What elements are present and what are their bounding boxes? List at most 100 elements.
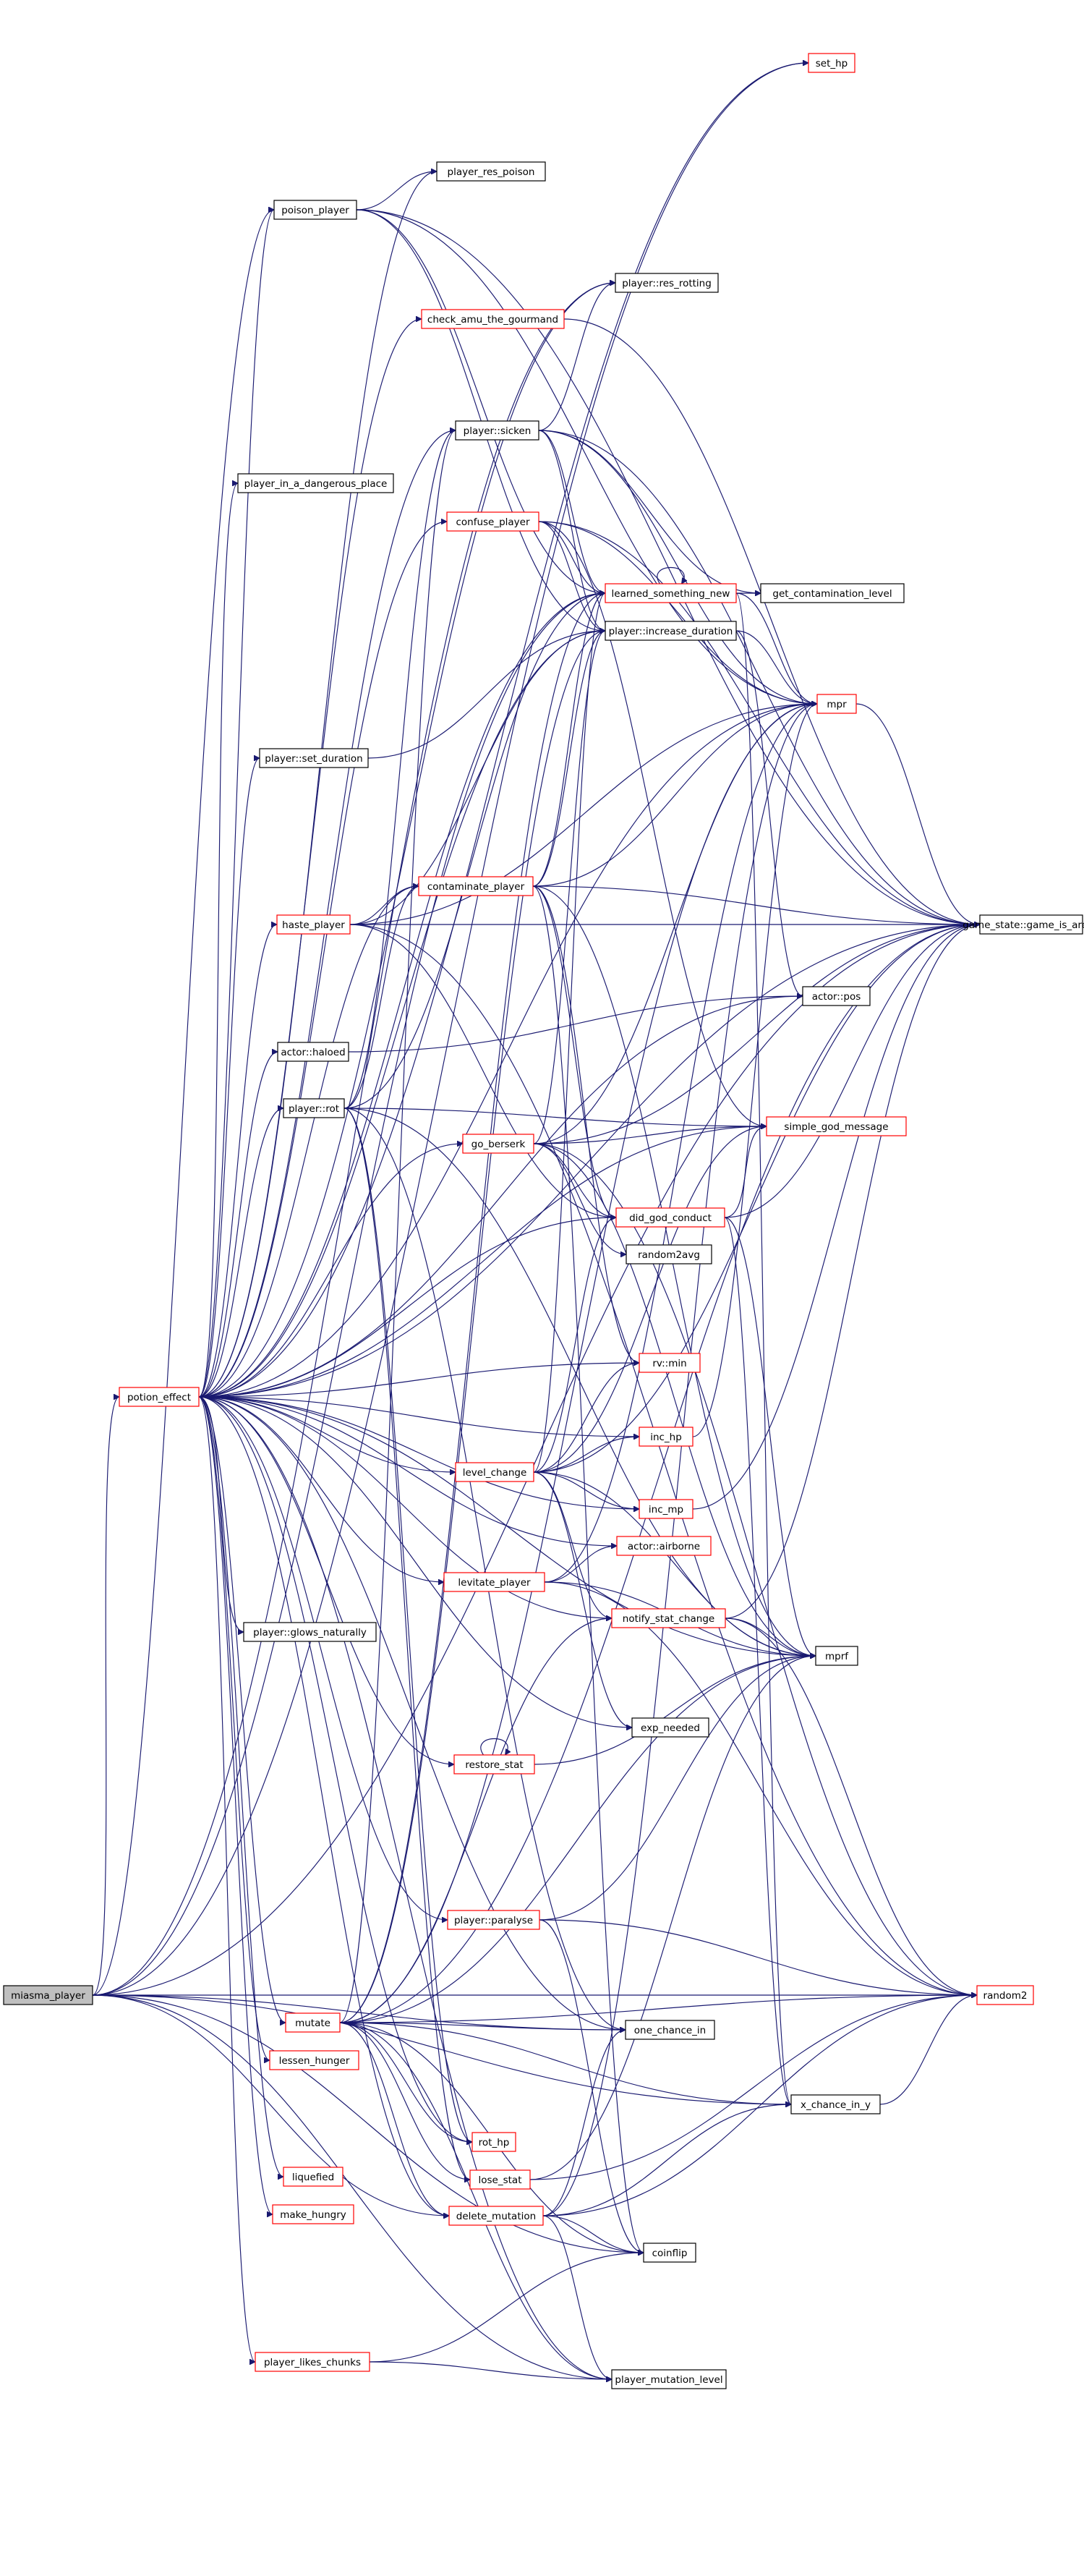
edge-contaminate-to-increase_duration [532, 631, 606, 887]
node-check-amu[interactable]: check_amu_the_gourmand [421, 309, 565, 329]
node-likes-chunks[interactable]: player_likes_chunks [255, 2352, 370, 2372]
node-res-rotting[interactable]: player::res_rotting [615, 273, 719, 293]
node-label: delete_mutation [456, 2211, 536, 2222]
node-label: player_in_a_dangerous_place [244, 478, 388, 490]
node-label: exp_needed [641, 1722, 700, 1734]
edge-poison_player-to-player_res_poison [356, 171, 437, 211]
node-learned[interactable]: learned_something_new [605, 583, 737, 603]
node-lose-stat[interactable]: lose_stat [469, 2169, 531, 2190]
edge-haste_player-to-increase_duration [349, 631, 605, 925]
node-label: learned_something_new [612, 588, 730, 600]
edge-go_berserk-to-game_is_arena [533, 924, 980, 1144]
node-potion-effect[interactable]: potion_effect [119, 1387, 200, 1407]
edge-potion_effect-to-levitate [198, 1396, 444, 1582]
node-lessen-hunger[interactable]: lessen_hunger [269, 2050, 359, 2070]
node-airborne[interactable]: actor::airborne [616, 1536, 712, 1556]
node-god-message[interactable]: simple_god_message [766, 1116, 907, 1136]
node-glows[interactable]: player::glows_naturally [243, 1622, 377, 1642]
node-haste-player[interactable]: haste_player [276, 914, 351, 935]
node-rv-min[interactable]: rv::min [639, 1353, 701, 1373]
node-label: liquefied [292, 2172, 334, 2183]
node-box [760, 583, 905, 603]
node-game-is-arena[interactable]: game_state::game_is_arena [963, 914, 1084, 935]
edge-set_duration-to-increase_duration [367, 631, 605, 759]
edge-level_change-to-exp_needed [533, 1471, 632, 1727]
node-box [243, 1622, 377, 1642]
node-random2[interactable]: random2 [976, 1985, 1034, 2005]
node-dangerous-place[interactable]: player_in_a_dangerous_place [237, 473, 394, 493]
edge-potion_effect-to-rv_min [198, 1363, 639, 1398]
edge-did_god_conduct-to-game_is_arena [724, 924, 980, 1218]
edge-potion_effect-to-game_is_arena [198, 924, 980, 1398]
node-level-change[interactable]: level_change [455, 1462, 534, 1482]
edge-did_god_conduct-to-mprf [724, 1217, 816, 1656]
edge-player_rot-to-contaminate [343, 886, 419, 1109]
node-box [418, 876, 534, 896]
edge-mutate-to-game_is_arena [339, 924, 980, 2023]
edge-potion_effect-to-dangerous_place [198, 483, 239, 1398]
node-set-duration[interactable]: player::set_duration [259, 748, 369, 768]
node-one-chance[interactable]: one_chance_in [625, 2020, 715, 2040]
node-rot-hp[interactable]: rot_hp [471, 2132, 516, 2152]
edge-poison_player-to-mpr [356, 209, 817, 704]
node-label: set_hp [816, 58, 848, 69]
node-inc-mp[interactable]: inc_mp [639, 1499, 693, 1519]
node-poison-player[interactable]: poison_player [273, 200, 357, 220]
node-get-contam[interactable]: get_contamination_level [760, 583, 905, 603]
node-increase-duration[interactable]: player::increase_duration [605, 621, 737, 641]
node-mutate[interactable]: mutate [285, 2012, 341, 2033]
edge-poison_player-to-game_is_arena [356, 209, 980, 924]
node-box [639, 1353, 701, 1373]
node-label: mutate [295, 2018, 330, 2029]
node-box [259, 748, 369, 768]
node-box [815, 1646, 858, 1666]
edge-restore_stat-to-restore_stat [480, 1738, 508, 1756]
edge-potion_effect-to-liquefied [198, 1396, 284, 2177]
node-label: random2 [983, 1990, 1028, 2002]
edge-potion_effect-to-player_rot [198, 1108, 283, 1398]
node-box [605, 583, 737, 603]
node-coinflip[interactable]: coinflip [643, 2243, 696, 2263]
node-mprf[interactable]: mprf [815, 1646, 858, 1666]
edge-potion_effect-to-one_chance [198, 1396, 626, 2030]
node-did-god-conduct[interactable]: did_god_conduct [615, 1207, 725, 1228]
node-notify-stat[interactable]: notify_stat_change [611, 1608, 726, 1628]
node-inc-hp[interactable]: inc_hp [639, 1427, 693, 1447]
edge-level_change-to-rv_min [533, 1363, 639, 1473]
edge-go_berserk-to-did_god_conduct [533, 1143, 616, 1217]
node-player-rot[interactable]: player::rot [283, 1098, 345, 1118]
edge-potion_effect-to-actor_pos [198, 996, 803, 1398]
edge-mutate-to-increase_duration [339, 631, 605, 2023]
node-restore-stat[interactable]: restore_stat [453, 1754, 535, 1774]
node-x-chance[interactable]: x_chance_in_y [790, 2094, 881, 2114]
node-haloed[interactable]: actor::haloed [277, 1042, 349, 1062]
node-make-hungry[interactable]: make_hungry [272, 2204, 354, 2224]
node-levitate[interactable]: levitate_player [443, 1572, 545, 1592]
node-random2avg[interactable]: random2avg [626, 1244, 712, 1264]
node-player-res-poison[interactable]: player_res_poison [436, 161, 546, 182]
node-box [462, 1134, 534, 1154]
node-confuse-player[interactable]: confuse_player [446, 511, 539, 532]
node-miasma-player[interactable]: miasma_player [3, 1985, 93, 2005]
edge-player_rot-to-rot_hp [343, 1108, 472, 2142]
node-sicken[interactable]: player::sicken [455, 420, 539, 441]
edge-haste_player-to-contaminate [349, 886, 419, 925]
edge-haste_player-to-mpr [349, 704, 817, 925]
edge-inc_hp-to-mpr [692, 704, 817, 1437]
node-delete-mutation[interactable]: delete_mutation [448, 2206, 544, 2226]
node-set-hp[interactable]: set_hp [808, 53, 855, 73]
edge-potion_effect-to-confuse_player [198, 522, 447, 1398]
node-box [272, 2204, 354, 2224]
node-label: mpr [827, 699, 847, 710]
node-actor-pos[interactable]: actor::pos [802, 986, 871, 1006]
node-mpr[interactable]: mpr [816, 694, 857, 714]
node-box [455, 1462, 534, 1482]
node-exp-needed[interactable]: exp_needed [631, 1717, 709, 1738]
node-mutation-level[interactable]: player_mutation_level [611, 2369, 727, 2389]
node-contaminate[interactable]: contaminate_player [418, 876, 534, 896]
edge-mutate-to-rot_hp [339, 2022, 472, 2142]
node-go-berserk[interactable]: go_berserk [462, 1134, 534, 1154]
node-paralyse[interactable]: player::paralyse [447, 1910, 540, 1930]
node-box [615, 1207, 725, 1228]
node-liquefied[interactable]: liquefied [283, 2167, 343, 2187]
